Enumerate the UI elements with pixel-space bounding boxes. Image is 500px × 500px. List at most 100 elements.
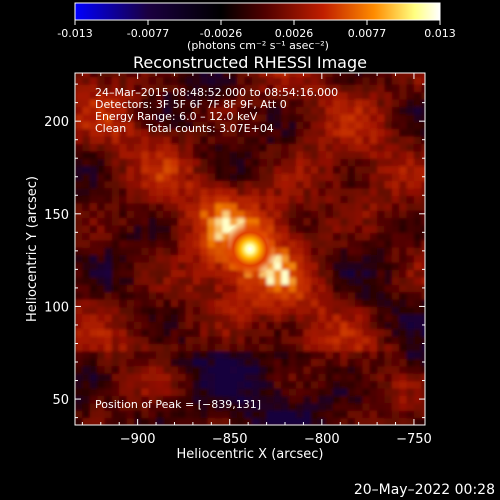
heatmap-cell [384,261,393,270]
heatmap-cell [163,98,172,107]
heatmap-cell [111,373,120,382]
heatmap-cell [288,387,297,396]
heatmap-cell [104,410,113,419]
heatmap-cell [141,387,150,396]
heatmap-cell [281,350,290,359]
heatmap-cell [391,121,400,130]
heatmap-cell [340,365,349,374]
heatmap-cell [104,306,113,315]
heatmap-cell [170,165,179,174]
heatmap-cell [318,343,327,352]
heatmap-cell [185,98,194,107]
heatmap-cell [215,73,223,78]
heatmap-cell [273,284,282,293]
heatmap-cell [413,73,422,78]
heatmap-cell [75,158,83,167]
heatmap-cell [75,254,83,263]
heatmap-cell [332,91,341,100]
heatmap-cell [82,410,91,419]
heatmap-cell [347,210,356,219]
heatmap-cell [310,210,319,219]
heatmap-cell [347,91,356,100]
heatmap-cell [141,284,150,293]
heatmap-cell [133,395,142,404]
heatmap-cell [406,254,415,263]
heatmap-cell [340,380,349,389]
heatmap-cell [141,217,150,226]
heatmap-cell [222,358,231,367]
heatmap-cell [244,410,253,419]
heatmap-cell [355,210,363,219]
heatmap-cell [347,143,356,152]
heatmap-cell [215,328,223,337]
heatmap-cell [281,91,290,100]
heatmap-cell [156,365,165,374]
heatmap-cell [259,210,268,219]
heatmap-cell [222,313,231,322]
heatmap-cell [377,106,386,115]
heatmap-cell [82,321,91,330]
heatmap-cell [163,328,172,337]
heatmap-cell [355,343,363,352]
heatmap-cell [207,84,216,93]
heatmap-cell [97,365,106,374]
heatmap-cell [332,180,341,189]
heatmap-cell [325,365,334,374]
heatmap-cell [133,187,142,196]
heatmap-cell [97,395,106,404]
heatmap-cell [273,373,282,382]
heatmap-cell [148,306,157,315]
heatmap-cell [369,306,378,315]
heatmap-cell [406,217,415,226]
heatmap-cell [303,387,312,396]
heatmap-cell [325,380,334,389]
heatmap-cell [399,121,408,130]
heatmap-cell [421,76,425,85]
heatmap-cell [215,380,223,389]
heatmap-cell [244,202,253,211]
heatmap-cell [355,291,363,300]
heatmap-cell [421,336,425,345]
heatmap-cell [391,202,400,211]
heatmap-cell [362,284,371,293]
heatmap-cell [325,98,334,107]
heatmap-cell [141,350,150,359]
heatmap-cell [406,106,415,115]
heatmap-cell [104,180,113,189]
heatmap-cell [170,217,179,226]
heatmap-cell [362,254,371,263]
heatmap-cell [273,299,282,308]
heatmap-cell [126,299,135,308]
heatmap-cell [89,91,98,100]
heatmap-cell [200,387,209,396]
heatmap-cell [273,306,282,315]
heatmap-cell [391,291,400,300]
heatmap-cell [281,269,290,278]
heatmap-cell [200,299,209,308]
heatmap-cell [406,128,415,137]
heatmap-cell [200,306,209,315]
heatmap-cell [119,417,128,425]
heatmap-cell [111,276,120,285]
heatmap-cell [119,261,128,270]
heatmap-cell [325,269,334,278]
heatmap-cell [251,358,260,367]
heatmap-cell [104,343,113,352]
heatmap-cell [281,158,290,167]
heatmap-cell [332,143,341,152]
heatmap-cell [406,158,415,167]
heatmap-cell [82,269,91,278]
heatmap-cell [266,165,275,174]
heatmap-cell [421,402,425,411]
heatmap-cell [273,254,282,263]
heatmap-cell [97,135,106,144]
heatmap-cell [126,276,135,285]
heatmap-cell [318,358,327,367]
heatmap-cell [384,321,393,330]
heatmap-cell [244,402,253,411]
heatmap-cell [340,321,349,330]
heatmap-cell [340,239,349,248]
heatmap-cell [119,180,128,189]
heatmap-cell [391,128,400,137]
heatmap-cell [156,387,165,396]
